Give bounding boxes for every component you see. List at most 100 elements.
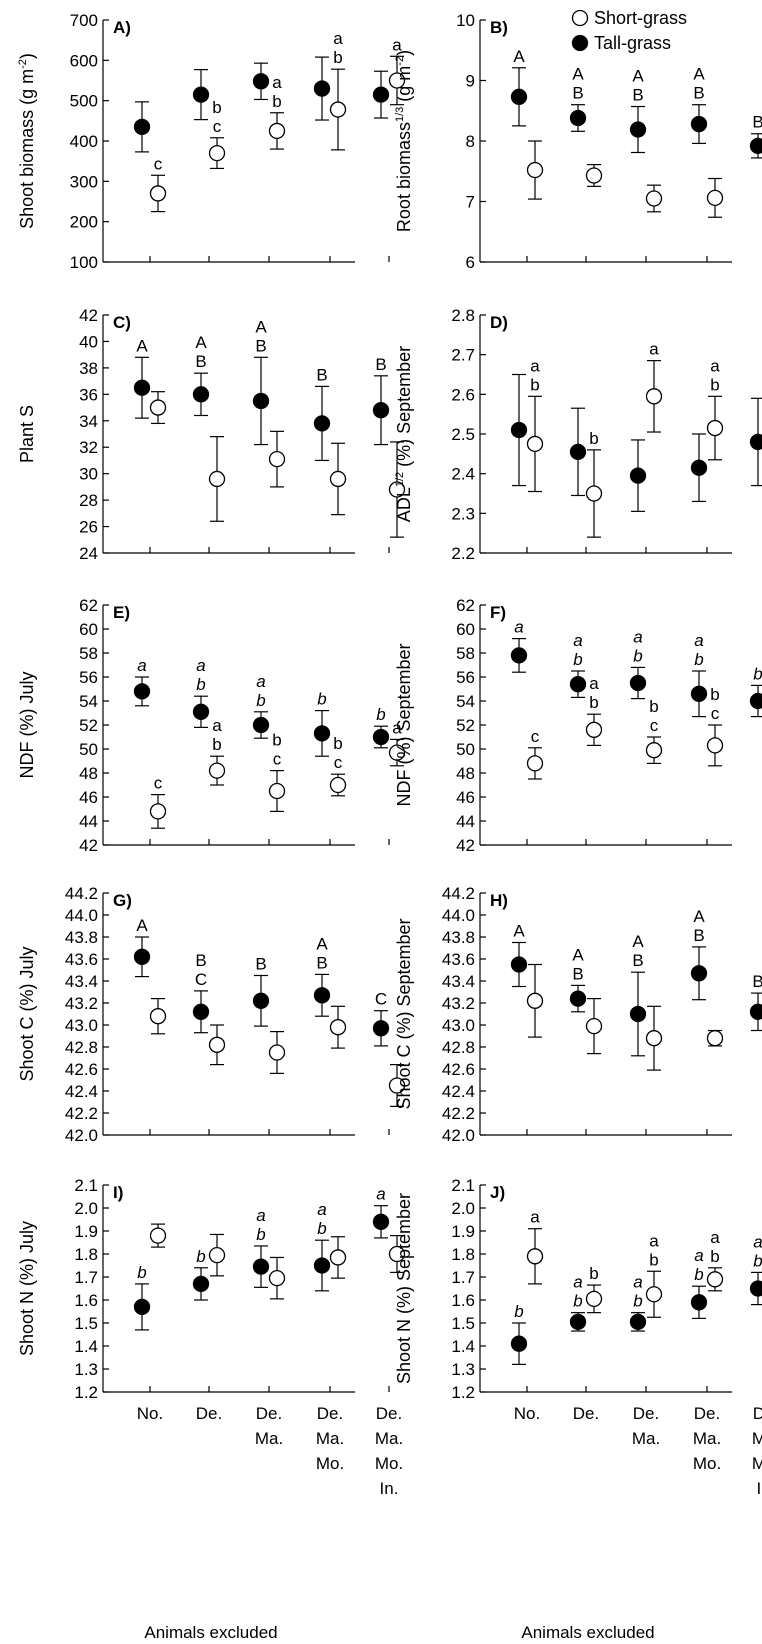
significance-letter: b xyxy=(589,693,598,712)
significance-letter: a xyxy=(196,656,205,675)
tall-grass-point xyxy=(372,1213,390,1230)
y-tick-label: 46 xyxy=(456,788,475,807)
y-tick-label: 600 xyxy=(70,51,98,70)
y-tick-label: 36 xyxy=(79,385,98,404)
y-axis-title-part: 1/3 xyxy=(394,107,406,122)
tall-grass-point xyxy=(749,1003,762,1020)
tall-grass-point xyxy=(252,1258,270,1275)
short-grass-point xyxy=(706,1030,724,1047)
tall-grass-point xyxy=(252,716,270,734)
significance-letter: A xyxy=(693,907,705,926)
short-grass-point xyxy=(388,744,406,761)
tall-grass-point xyxy=(133,379,151,396)
y-tick-label: 2.7 xyxy=(451,346,475,365)
y-tick-label: 500 xyxy=(70,92,98,111)
y-tick-label: 1.8 xyxy=(74,1245,98,1264)
y-axis-title-part: Shoot N (%) July xyxy=(17,1221,37,1356)
y-tick-label: 8 xyxy=(466,132,475,151)
y-tick-label: 58 xyxy=(79,644,98,663)
legend-label: Tall-grass xyxy=(594,33,671,53)
y-tick-label: 400 xyxy=(70,132,98,151)
tall-grass-point xyxy=(629,121,647,138)
y-tick-label: 42 xyxy=(79,836,98,855)
tall-grass-point xyxy=(313,725,331,742)
panel-label: F) xyxy=(490,603,506,622)
tall-grass-point xyxy=(629,1313,647,1330)
significance-letter: c xyxy=(154,774,163,793)
x-category-label: Mo. xyxy=(693,1454,721,1473)
tall-grass-point xyxy=(133,683,151,700)
y-tick-label: 42.8 xyxy=(442,1038,475,1057)
y-tick-label: 1.4 xyxy=(451,1337,475,1356)
x-category-label: De. xyxy=(573,1404,599,1423)
x-category-label: De. xyxy=(317,1404,343,1423)
y-tick-label: 2.1 xyxy=(451,1176,475,1195)
significance-letter: B xyxy=(572,964,583,983)
short-grass-point xyxy=(329,776,347,794)
y-tick-label: 43.8 xyxy=(65,928,98,947)
significance-letter: B xyxy=(693,926,704,945)
y-tick-label: 48 xyxy=(456,764,475,783)
short-grass-point xyxy=(645,1030,663,1047)
tall-grass-point xyxy=(569,443,587,461)
significance-letter: A xyxy=(572,65,584,84)
significance-letter: b xyxy=(514,1302,523,1321)
y-tick-label: 60 xyxy=(79,620,98,639)
y-axis-title: Shoot N (%) July xyxy=(17,1221,37,1356)
y-tick-label: 2.3 xyxy=(451,504,475,523)
y-tick-label: 56 xyxy=(79,668,98,687)
legend: Short-grass Tall-grass xyxy=(571,8,687,53)
x-axis-title: Animals excluded xyxy=(521,1623,654,1642)
y-tick-label: 43.2 xyxy=(65,994,98,1013)
tall-grass-point xyxy=(749,692,762,710)
x-category-label: Ma. xyxy=(693,1429,721,1448)
y-tick-label: 54 xyxy=(456,692,475,711)
significance-letter: b xyxy=(633,646,642,665)
short-grass-point xyxy=(149,803,167,820)
x-category-label: Ma. xyxy=(632,1429,660,1448)
short-grass-point xyxy=(268,122,286,140)
y-tick-label: 42 xyxy=(456,836,475,855)
y-tick-label: 1.3 xyxy=(74,1360,98,1379)
significance-letter: c xyxy=(154,154,163,173)
y-tick-label: 700 xyxy=(70,11,98,30)
y-tick-label: 42.4 xyxy=(65,1082,98,1101)
panel-A: 100 200 300 400 500 600 700 A) Shoot biomass (g … xyxy=(17,11,406,272)
y-tick-label: 62 xyxy=(456,596,475,615)
short-grass-point xyxy=(149,1227,167,1244)
panel-G: 42.0 42.2 42.4 42.6 42.8 43.0 43.2 43.4 43.6 43.8… xyxy=(17,884,406,1145)
panel-label: C) xyxy=(113,313,131,332)
panel-D: 2.2 2.3 2.4 2.5 2.6 2.7 2.8 D) ADL1/2 (%) Septem… xyxy=(394,306,762,563)
significance-letter: a xyxy=(317,1200,326,1219)
panel-label: D) xyxy=(490,313,508,332)
y-axis-title: NDF (%) July xyxy=(17,672,37,779)
significance-letter: b xyxy=(272,92,281,111)
tall-grass-point xyxy=(252,73,270,90)
significance-letter: A xyxy=(632,932,644,951)
significance-letter: a xyxy=(633,1273,642,1292)
tall-grass-point xyxy=(510,647,528,664)
significance-letter: b xyxy=(317,690,326,709)
significance-letter: b xyxy=(573,650,582,669)
panel-F: 42 44 46 48 50 52 54 56 58 60 62 F) NDF (%) Septembe… xyxy=(394,596,762,855)
y-tick-label: 38 xyxy=(79,359,98,378)
y-tick-label: 1.5 xyxy=(74,1314,98,1333)
tall-grass-point xyxy=(569,676,587,693)
short-grass-point xyxy=(585,1017,603,1035)
x-category-label: De. xyxy=(196,1404,222,1423)
short-grass-point xyxy=(645,388,663,405)
significance-letter: a xyxy=(376,1185,385,1204)
tall-grass-point xyxy=(252,992,270,1009)
short-grass-point xyxy=(645,190,663,207)
y-tick-label: 43.6 xyxy=(442,950,475,969)
panel-H: 42.0 42.2 42.4 42.6 42.8 43.0 43.2 43.4 43.6 43.8… xyxy=(394,884,762,1145)
significance-letter: B xyxy=(752,113,762,132)
y-tick-label: 1.2 xyxy=(451,1383,475,1402)
y-axis-title-part: Shoot N (%) September xyxy=(394,1193,414,1384)
short-grass-point xyxy=(329,101,347,118)
legend-marker xyxy=(571,9,589,27)
y-tick-label: 43.0 xyxy=(442,1016,475,1035)
significance-letter: A xyxy=(513,922,525,941)
y-axis-title-part: Shoot C (%) July xyxy=(17,946,37,1081)
